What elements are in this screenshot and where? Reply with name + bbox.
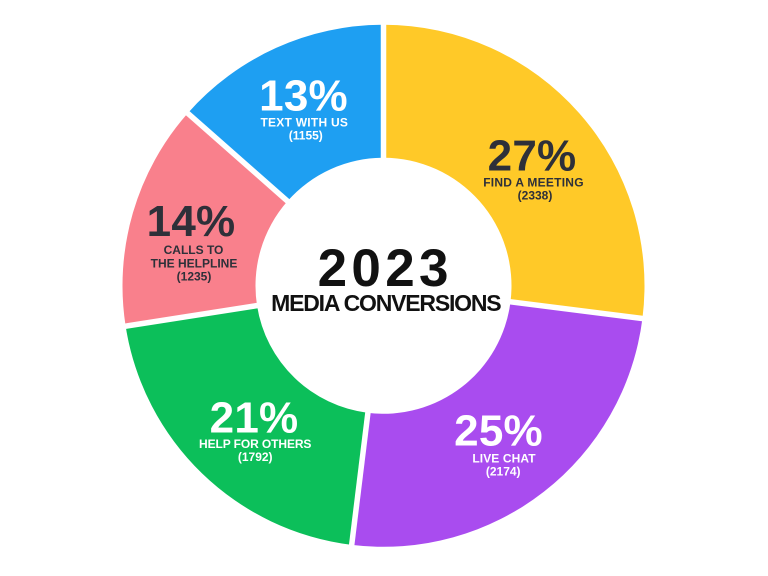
svg-text:(2338): (2338) (518, 189, 553, 203)
svg-text:(1792): (1792) (238, 450, 273, 464)
svg-text:21%: 21% (210, 393, 299, 442)
svg-text:THE HELPLINE: THE HELPLINE (151, 257, 238, 271)
svg-text:HELP FOR OTHERS: HELP FOR OTHERS (199, 437, 311, 451)
svg-text:13%: 13% (259, 72, 348, 121)
svg-text:25%: 25% (454, 407, 543, 456)
svg-text:14%: 14% (147, 197, 236, 246)
svg-text:(1155): (1155) (289, 129, 323, 143)
svg-text:LIVE CHAT: LIVE CHAT (472, 451, 536, 465)
svg-text:2023: 2023 (318, 239, 453, 298)
svg-text:CALLS TO: CALLS TO (164, 243, 224, 257)
svg-text:FIND A MEETING: FIND A MEETING (483, 176, 584, 190)
svg-text:(2174): (2174) (486, 464, 521, 478)
svg-text:27%: 27% (488, 132, 577, 181)
svg-text:(1235): (1235) (177, 269, 212, 283)
svg-text:TEXT WITH US: TEXT WITH US (260, 116, 348, 130)
svg-text:MEDIA CONVERSIONS: MEDIA CONVERSIONS (271, 290, 501, 316)
